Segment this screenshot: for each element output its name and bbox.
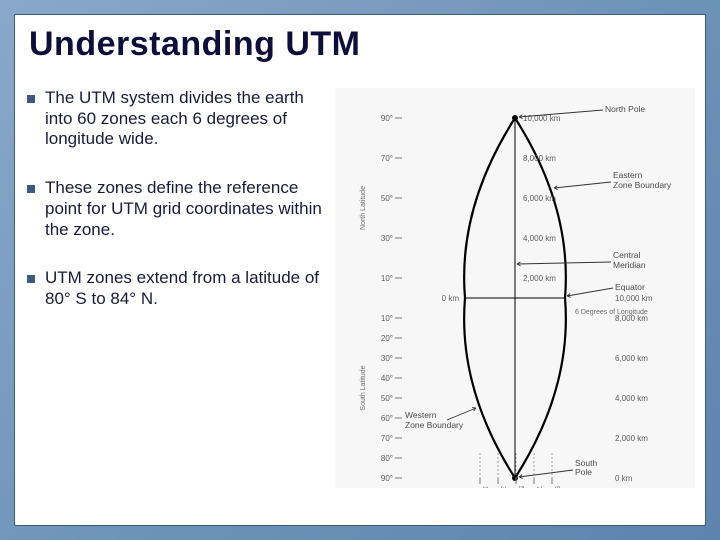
- svg-text:70°: 70°: [381, 154, 393, 163]
- svg-text:90°: 90°: [381, 474, 393, 483]
- content-row: The UTM system divides the earth into 60…: [15, 64, 705, 503]
- svg-text:10°: 10°: [381, 274, 393, 283]
- svg-text:Zone Boundary: Zone Boundary: [613, 180, 672, 190]
- svg-text:10,000 km: 10,000 km: [615, 294, 653, 303]
- svg-text:0 km: 0 km: [442, 294, 460, 303]
- svg-text:100 km: 100 km: [481, 486, 488, 488]
- svg-text:60°: 60°: [381, 414, 393, 423]
- svg-text:500 km: 500 km: [517, 486, 524, 488]
- svg-text:20°: 20°: [381, 334, 393, 343]
- svg-text:6 Degrees of Longitude: 6 Degrees of Longitude: [575, 309, 648, 316]
- svg-text:South Latitude: South Latitude: [360, 365, 367, 410]
- svg-text:50°: 50°: [381, 194, 393, 203]
- svg-text:Eastern: Eastern: [613, 170, 643, 180]
- bullet-text: UTM zones extend from a latitude of 80° …: [45, 268, 327, 309]
- diagram-container: 90° 10,000 km 70° 8,000 km 50° 6,000 km 30° 4,0…: [335, 88, 695, 493]
- bullet-icon: [27, 185, 35, 193]
- svg-text:8,000 km: 8,000 km: [523, 154, 556, 163]
- svg-text:6,000 km: 6,000 km: [615, 354, 648, 363]
- bullet-text: The UTM system divides the earth into 60…: [45, 88, 327, 150]
- svg-text:30°: 30°: [381, 234, 393, 243]
- svg-text:70°: 70°: [381, 434, 393, 443]
- bullet-icon: [27, 275, 35, 283]
- svg-text:North Latitude: North Latitude: [360, 186, 367, 230]
- svg-text:40°: 40°: [381, 374, 393, 383]
- list-item: The UTM system divides the earth into 60…: [27, 88, 327, 150]
- svg-text:Meridian: Meridian: [613, 260, 646, 270]
- svg-text:Central: Central: [613, 250, 641, 260]
- svg-text:4,000 km: 4,000 km: [523, 234, 556, 243]
- svg-text:50°: 50°: [381, 394, 393, 403]
- svg-text:2,000 km: 2,000 km: [523, 274, 556, 283]
- list-item: UTM zones extend from a latitude of 80° …: [27, 268, 327, 309]
- svg-text:4,000 km: 4,000 km: [615, 394, 648, 403]
- list-item: These zones define the reference point f…: [27, 178, 327, 240]
- svg-text:0 km: 0 km: [615, 474, 633, 483]
- svg-text:Western: Western: [405, 410, 437, 420]
- utm-zone-diagram: 90° 10,000 km 70° 8,000 km 50° 6,000 km 30° 4,0…: [335, 88, 695, 488]
- bullet-text: These zones define the reference point f…: [45, 178, 327, 240]
- svg-text:10°: 10°: [381, 314, 393, 323]
- svg-text:North Pole: North Pole: [605, 104, 645, 114]
- bullet-icon: [27, 95, 35, 103]
- page-title: Understanding UTM: [15, 15, 705, 64]
- svg-text:30°: 30°: [381, 354, 393, 363]
- svg-text:Pole: Pole: [575, 467, 592, 477]
- bullet-list: The UTM system divides the earth into 60…: [27, 88, 327, 493]
- svg-text:900 km: 900 km: [553, 486, 560, 488]
- svg-text:300 km: 300 km: [499, 486, 506, 488]
- svg-text:700 km: 700 km: [535, 486, 542, 488]
- svg-text:Zone Boundary: Zone Boundary: [405, 420, 464, 430]
- svg-text:90°: 90°: [381, 114, 393, 123]
- slide-card: Understanding UTM The UTM system divides…: [14, 14, 706, 526]
- svg-text:2,000 km: 2,000 km: [615, 434, 648, 443]
- svg-text:6,000 km: 6,000 km: [523, 194, 556, 203]
- svg-text:80°: 80°: [381, 454, 393, 463]
- svg-text:Equator: Equator: [615, 282, 645, 292]
